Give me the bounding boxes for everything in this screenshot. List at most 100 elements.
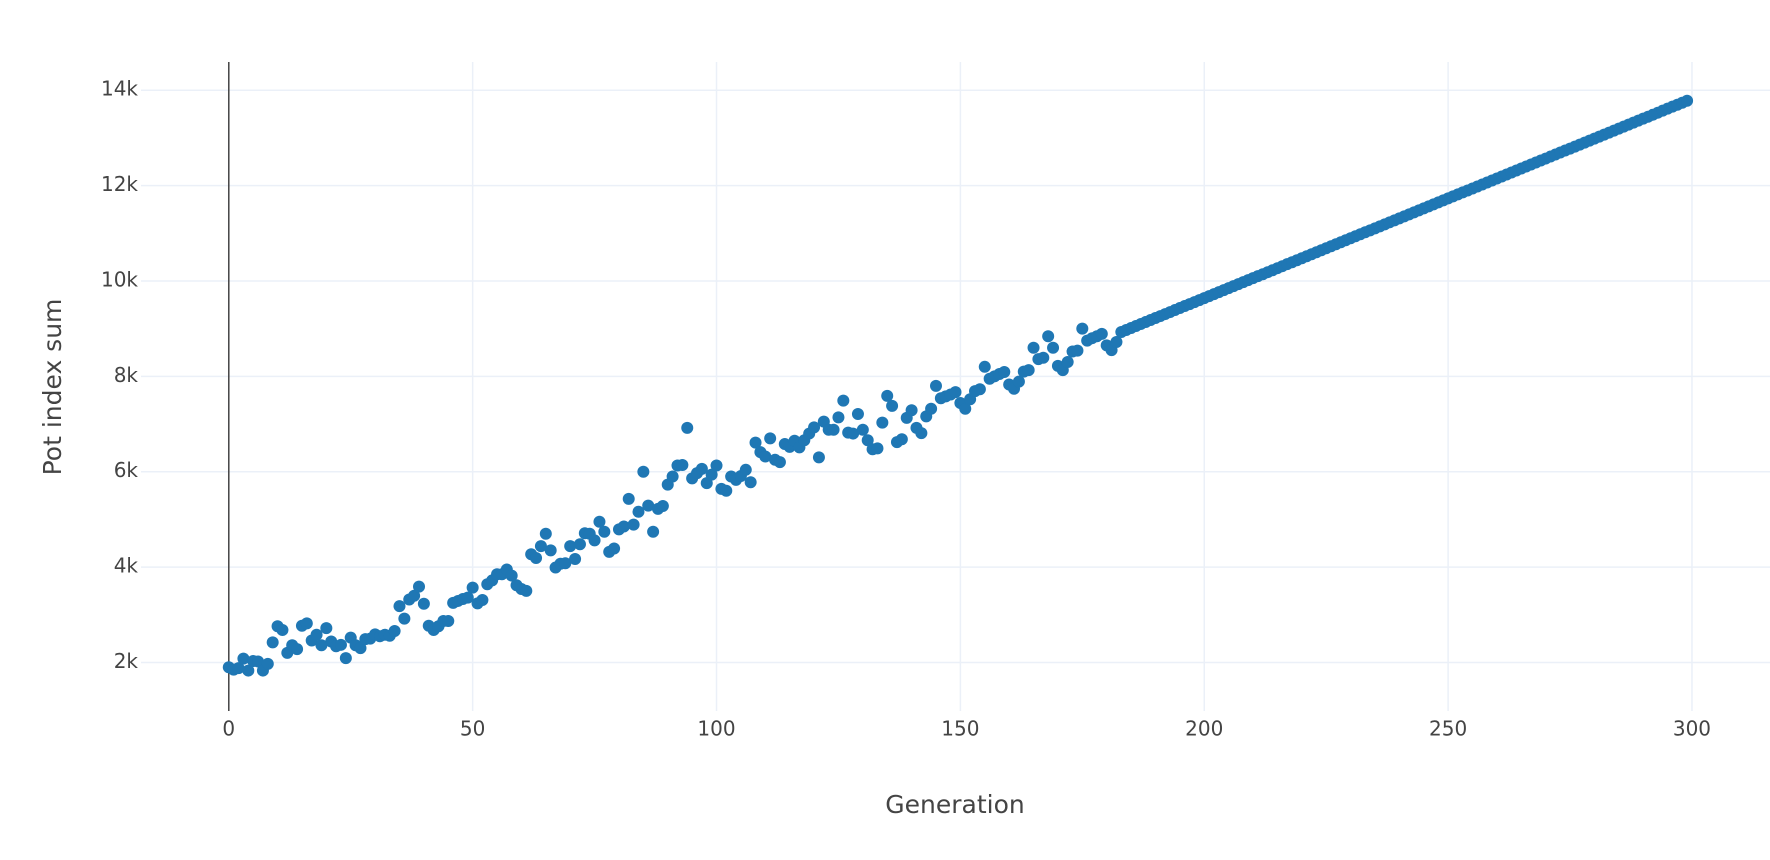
point [266,636,279,649]
point [520,584,533,597]
y-tick-label: 14k [101,77,138,101]
point [466,581,479,594]
point [1071,344,1084,357]
point [1047,341,1060,354]
point [564,540,577,553]
point [622,492,635,505]
x-tick-label: 150 [941,717,979,741]
point [388,624,401,637]
point [720,484,733,497]
point [354,642,367,655]
point [598,525,611,538]
point [915,427,928,440]
y-tick-label: 10k [101,267,138,291]
point [695,462,708,475]
point [291,643,304,656]
point [851,408,864,421]
point [1027,341,1040,354]
point [871,442,884,455]
point [710,459,723,472]
point [413,580,426,593]
point [1022,364,1035,377]
point [1012,375,1025,388]
point [764,432,777,445]
point [959,402,972,415]
point [642,499,655,512]
point [856,423,869,436]
point [998,366,1011,379]
point [310,628,323,641]
point [895,433,908,446]
point [261,657,274,670]
point [242,664,255,677]
point [530,552,543,565]
point [705,468,718,481]
y-tick-label: 6k [114,458,139,482]
y-tick-label: 8k [114,363,139,387]
point [973,383,986,396]
x-axis-title: Generation [885,790,1024,819]
point [1076,322,1089,335]
point [300,617,313,630]
point [637,465,650,478]
point [1037,351,1050,364]
point [656,500,669,513]
point [320,622,333,635]
point [808,421,821,434]
point [334,638,347,651]
point [861,434,874,447]
y-axis-title: Pot index sum [38,299,67,476]
point [252,655,265,668]
point [559,557,572,570]
point [681,421,694,434]
point [666,470,679,483]
point [676,459,689,472]
point [237,652,250,665]
point [442,614,455,627]
y-tick-label: 4k [114,554,139,578]
point [573,538,586,551]
point [232,662,245,675]
point [925,402,938,415]
grid-layer [141,62,1770,711]
point [1061,356,1074,369]
point [608,542,621,555]
point [588,534,601,547]
x-tick-label: 50 [460,717,485,741]
point [837,394,850,407]
point [759,450,772,463]
point [539,527,552,540]
point [647,525,660,538]
y-tick-label: 2k [114,649,139,673]
point [569,552,582,565]
point [929,379,942,392]
point [949,386,962,399]
point [827,423,840,436]
point [393,600,406,613]
point [1681,94,1694,107]
point [627,518,640,531]
point [476,593,489,606]
x-tick-label: 100 [697,717,735,741]
point [881,389,894,402]
x-tick-label: 250 [1429,717,1467,741]
point [417,597,430,610]
y-tick-label: 12k [101,172,138,196]
point [505,569,518,582]
x-tick-label: 300 [1673,717,1711,741]
point [534,540,547,553]
point [739,463,752,476]
x-tick-label: 0 [222,717,235,741]
point [593,515,606,528]
point [632,505,645,518]
point [744,476,757,489]
point [617,520,630,533]
point [408,589,421,602]
point [905,404,918,417]
point [773,456,786,469]
point [315,639,328,652]
point [832,411,845,424]
point [978,360,991,373]
